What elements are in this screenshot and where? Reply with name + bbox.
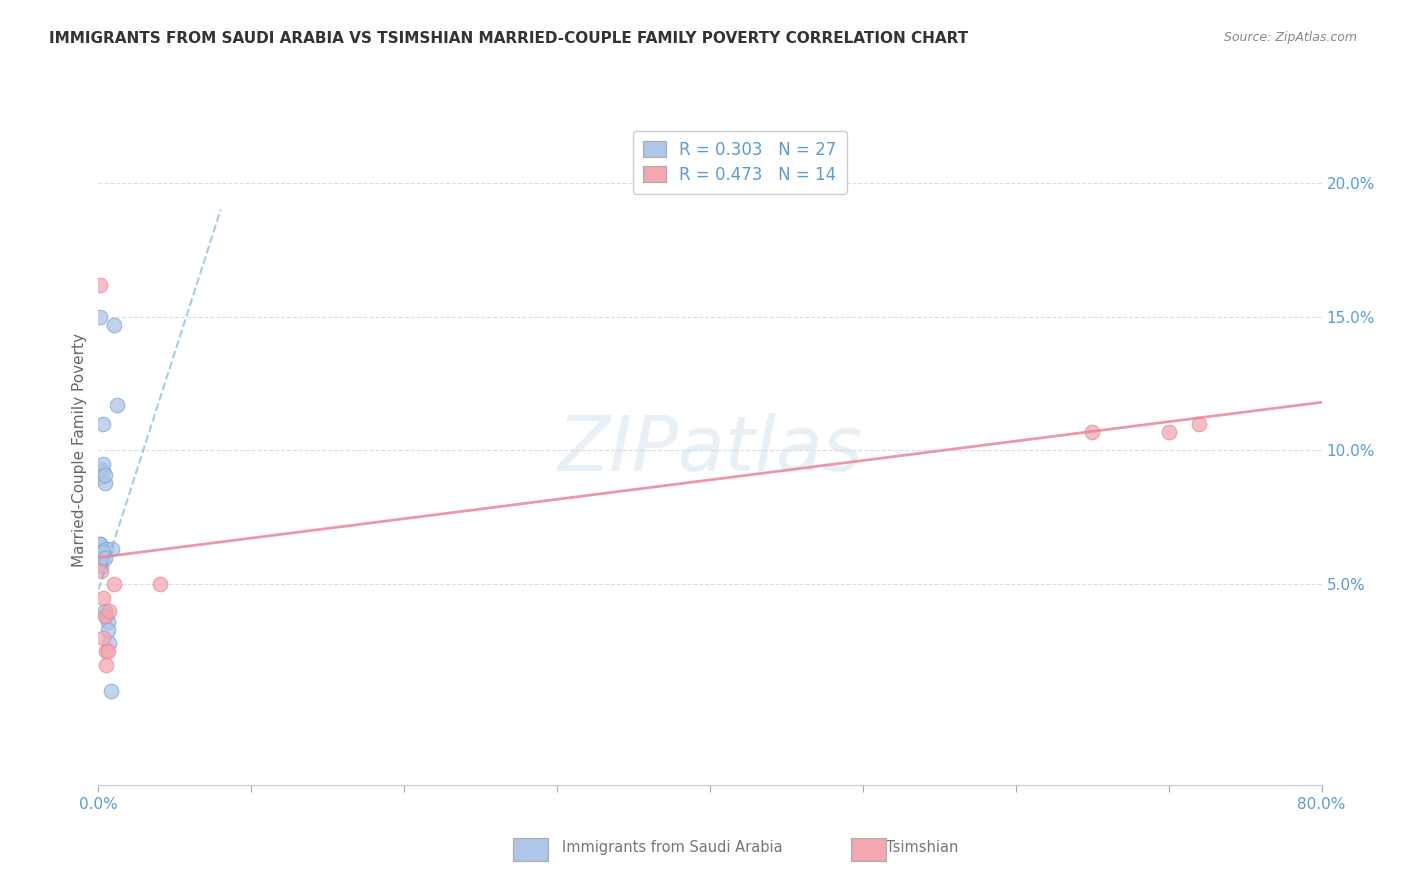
- Point: [101, 542, 124, 557]
- Point: [91, 550, 114, 565]
- Text: ZIPatlas: ZIPatlas: [557, 414, 863, 487]
- Point: [90, 550, 112, 565]
- Point: [97, 644, 120, 658]
- Point: [91, 465, 114, 479]
- Point: [94, 644, 117, 658]
- Point: [89, 537, 111, 551]
- Point: [93, 604, 115, 618]
- Point: [1081, 425, 1104, 439]
- Point: [103, 318, 125, 332]
- Point: [98, 636, 121, 650]
- Point: [91, 545, 114, 559]
- Point: [91, 417, 114, 431]
- Point: [89, 277, 111, 292]
- Point: [90, 470, 112, 484]
- Point: [93, 475, 115, 490]
- Point: [98, 604, 121, 618]
- Point: [105, 398, 128, 412]
- Point: [97, 623, 120, 637]
- Text: Immigrants from Saudi Arabia: Immigrants from Saudi Arabia: [562, 840, 783, 855]
- Point: [91, 457, 114, 471]
- Point: [91, 631, 114, 645]
- Point: [97, 615, 120, 629]
- Point: [89, 310, 111, 324]
- Point: [91, 591, 114, 605]
- Point: [103, 577, 125, 591]
- Legend: R = 0.303   N = 27, R = 0.473   N = 14: R = 0.303 N = 27, R = 0.473 N = 14: [633, 131, 846, 194]
- Point: [100, 684, 122, 698]
- Point: [93, 550, 115, 565]
- Point: [94, 609, 117, 624]
- Point: [1188, 417, 1211, 431]
- Point: [93, 609, 115, 624]
- Point: [89, 537, 111, 551]
- Text: IMMIGRANTS FROM SAUDI ARABIA VS TSIMSHIAN MARRIED-COUPLE FAMILY POVERTY CORRELAT: IMMIGRANTS FROM SAUDI ARABIA VS TSIMSHIA…: [49, 31, 969, 46]
- Point: [90, 462, 112, 476]
- Text: Source: ZipAtlas.com: Source: ZipAtlas.com: [1223, 31, 1357, 45]
- Point: [89, 556, 111, 570]
- Point: [149, 577, 172, 591]
- Point: [94, 542, 117, 557]
- Point: [90, 545, 112, 559]
- Point: [94, 657, 117, 672]
- Point: [93, 467, 115, 482]
- Y-axis label: Married-Couple Family Poverty: Married-Couple Family Poverty: [72, 334, 87, 567]
- Text: Tsimshian: Tsimshian: [886, 840, 957, 855]
- Point: [90, 558, 112, 573]
- Point: [90, 564, 112, 578]
- Point: [1157, 425, 1180, 439]
